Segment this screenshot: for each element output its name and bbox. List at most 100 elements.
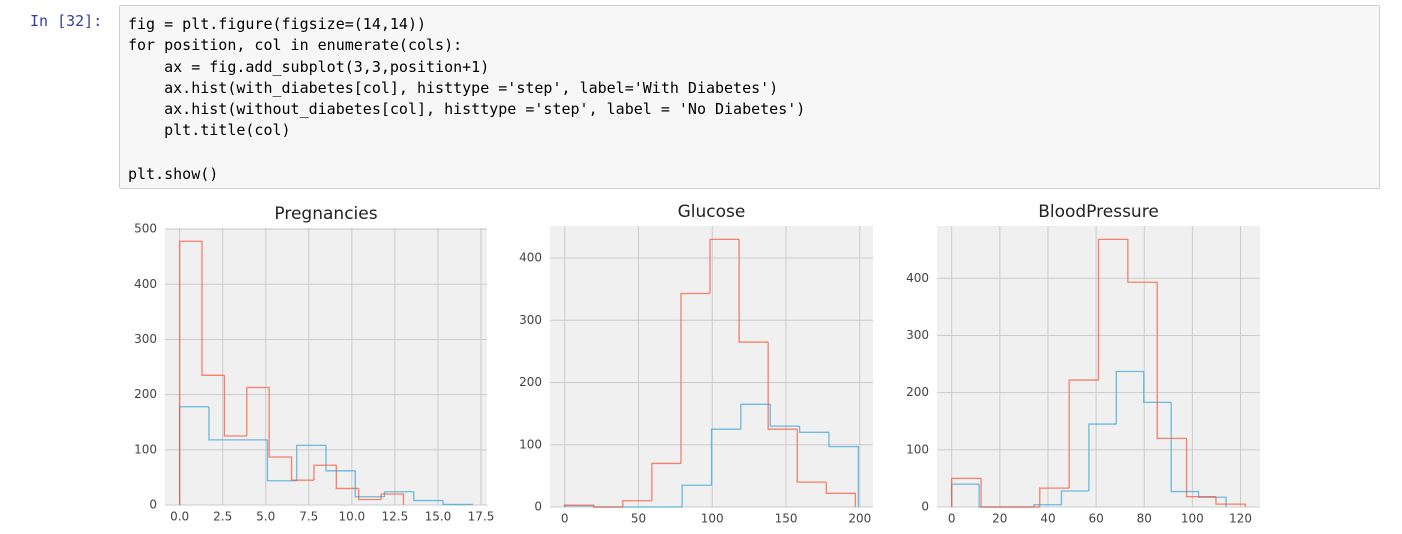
x-tick-label: 100: [1181, 512, 1204, 526]
y-tick-label: 0: [534, 500, 542, 514]
histogram-step: [1068, 379, 1099, 489]
histogram-step: [1097, 238, 1128, 381]
code-cell[interactable]: fig = plt.figure(figsize=(14,14)) for pos…: [119, 5, 1380, 189]
y-tick-label: 100: [134, 442, 157, 456]
histogram-step: [1115, 370, 1144, 425]
histogram-step: [442, 500, 474, 506]
x-tick-label: 12.5: [382, 510, 409, 524]
histogram-step: [740, 403, 771, 430]
cell-prompt: In [32]:: [30, 12, 103, 30]
y-tick-label: 200: [906, 385, 929, 399]
code-line: for position, col in enumerate(cols):: [128, 36, 463, 55]
histogram-step: [1060, 490, 1089, 505]
code-line: ax = fig.add_subplot(3,3,position+1): [128, 57, 490, 76]
x-tick-label: 60: [1088, 512, 1103, 526]
histogram-step: [980, 478, 1011, 508]
histogram-step: [1215, 496, 1246, 507]
histogram-step: [1088, 423, 1117, 491]
chart-title: BloodPressure: [1038, 202, 1159, 222]
histogram-step: [681, 484, 712, 507]
x-tick-label: 7.5: [299, 510, 318, 524]
histogram-step: [710, 428, 741, 486]
y-tick-label: 400: [519, 251, 542, 265]
x-tick-label: 20: [992, 512, 1007, 526]
histogram-step: [268, 387, 292, 458]
x-tick-label: 100: [701, 512, 724, 526]
x-tick-label: 80: [1137, 512, 1152, 526]
x-tick-label: 0.0: [170, 510, 189, 524]
histogram-step: [651, 462, 681, 501]
x-tick-label: 10.0: [338, 510, 365, 524]
histogram-step: [246, 386, 270, 437]
y-tick-label: 200: [134, 387, 157, 401]
histogram-step: [266, 439, 297, 482]
x-tick-label: 200: [848, 512, 871, 526]
histogram-step: [680, 292, 711, 464]
histogram-step: [1185, 438, 1216, 498]
code-line: plt.title(col): [128, 121, 291, 140]
x-tick-label: 17.5: [468, 510, 495, 524]
histogram-step: [1039, 487, 1070, 507]
y-tick-label: 0: [149, 498, 157, 512]
histogram-step: [290, 456, 314, 481]
y-tick-label: 0: [921, 500, 929, 514]
code-block: fig = plt.figure(figsize=(14,14)) for pos…: [128, 14, 805, 142]
output-figure: 0.0 2.5 5.0 7.5 10.0 12.5 15.0 17.5010020030040…: [134, 202, 1260, 526]
histogram-step: [709, 238, 740, 294]
histogram-step: [1170, 402, 1199, 493]
histogram-step: [313, 464, 337, 481]
code-line: plt.show(): [128, 165, 219, 183]
histogram-step: [383, 491, 414, 497]
histogram-step: [769, 404, 800, 427]
x-tick-label: 150: [775, 512, 798, 526]
code-line: ax.hist(without_diabetes[col], histtype …: [128, 100, 806, 119]
code-line: ax.hist(with_diabetes[col], histtype ='s…: [128, 78, 779, 97]
histogram-step: [354, 470, 385, 498]
histogram-step: [622, 500, 652, 507]
y-tick-label: 300: [134, 332, 157, 346]
y-tick-label: 400: [906, 271, 929, 285]
code-block: plt.show(): [128, 164, 218, 185]
histogram-step: [738, 239, 769, 343]
y-tick-label: 300: [519, 313, 542, 327]
histogram-step: [201, 241, 225, 376]
x-tick-label: 2.5: [213, 510, 232, 524]
histogram-step: [223, 375, 247, 437]
y-tick-label: 400: [134, 277, 157, 291]
y-tick-label: 500: [134, 222, 157, 236]
x-tick-label: 15.0: [425, 510, 452, 524]
y-tick-label: 100: [519, 437, 542, 451]
histogram-step: [796, 429, 827, 483]
histogram-step: [564, 504, 594, 507]
x-tick-label: 40: [1040, 512, 1055, 526]
chart-title: Glucose: [678, 202, 746, 222]
histogram-step: [325, 445, 356, 472]
histogram-step: [358, 488, 382, 501]
x-tick-label: 0: [561, 512, 569, 526]
y-tick-label: 100: [906, 442, 929, 456]
histogram-step: [828, 432, 859, 507]
histogram-step: [951, 477, 982, 507]
histogram-step: [413, 491, 444, 502]
histogram-step: [296, 444, 326, 481]
histogram-step: [825, 482, 857, 507]
y-tick-label: 200: [519, 375, 542, 389]
x-tick-label: 0: [948, 512, 956, 526]
histogram-step: [178, 240, 203, 505]
histogram-step: [335, 465, 359, 490]
code-line: fig = plt.figure(figsize=(14,14)): [128, 15, 427, 33]
x-tick-label: 5.0: [256, 510, 275, 524]
chart-title: Pregnancies: [274, 204, 377, 224]
histogram-step: [380, 493, 405, 505]
histogram-step: [798, 426, 829, 433]
x-tick-label: 120: [1229, 512, 1252, 526]
y-tick-label: 300: [906, 328, 929, 342]
histogram-step: [1033, 504, 1062, 507]
histogram-step: [593, 505, 623, 508]
histogram-step: [767, 342, 798, 430]
histogram-step: [208, 406, 239, 441]
histogram-step: [1127, 239, 1158, 283]
histogram-step: [1156, 282, 1187, 440]
x-tick-label: 50: [631, 512, 646, 526]
